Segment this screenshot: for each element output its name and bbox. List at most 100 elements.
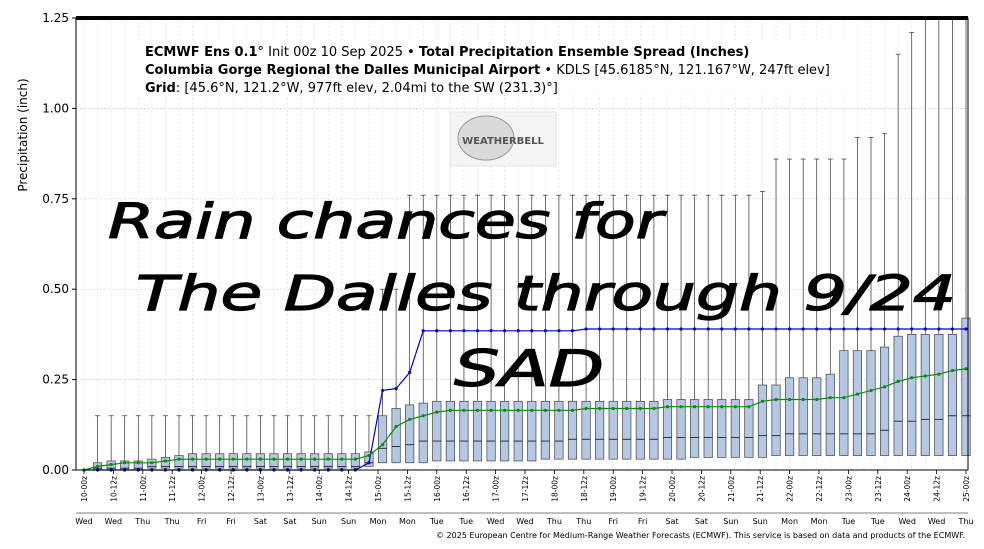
mean-point (435, 410, 439, 414)
box (215, 453, 225, 469)
day-label: Thu (164, 517, 180, 526)
box (961, 317, 971, 456)
box (160, 456, 170, 469)
day-label: Mon (370, 517, 387, 526)
logo-globe-ring (457, 115, 515, 161)
max-point (693, 327, 697, 331)
max-point (421, 329, 425, 333)
max-point (611, 327, 615, 331)
box (201, 453, 211, 469)
weatherbell-logo: WEATHERBELL (449, 111, 557, 167)
x-tick-label: 19-12z (639, 476, 648, 502)
box (744, 399, 754, 458)
max-point (598, 327, 602, 331)
day-label: Wed (487, 517, 504, 526)
day-label: Tue (458, 517, 473, 526)
title-segment: • KDLS [45.6185°N, 121.167°W, 247ft elev… (540, 63, 830, 78)
max-point (706, 327, 710, 331)
day-label: Sat (283, 517, 296, 526)
day-label: Wed (105, 517, 122, 526)
mean-point (258, 457, 262, 461)
mean-point (394, 425, 398, 429)
mean-point (652, 406, 656, 411)
box (703, 399, 713, 458)
box (500, 400, 510, 462)
x-tick-label: 21-12z (756, 476, 765, 502)
y-axis-label: Precipitation (inch) (16, 78, 30, 191)
box (472, 400, 483, 462)
day-label: Fri (197, 517, 207, 526)
mean-point (285, 457, 290, 461)
mean-point (937, 372, 941, 376)
mean-point (530, 408, 534, 412)
max-point (733, 327, 737, 331)
max-point (788, 327, 792, 331)
box (405, 404, 415, 464)
mean-point (475, 408, 480, 412)
mean-point (543, 408, 547, 412)
box (567, 400, 578, 460)
box (310, 453, 320, 469)
mean-point (204, 457, 208, 461)
box (825, 373, 835, 456)
day-label: Sun (753, 517, 768, 526)
x-tick-label: 24-12z (933, 476, 942, 502)
box (459, 400, 469, 462)
logo-text: WEATHERBELL (462, 136, 544, 147)
x-tick-label: 17-12z (521, 476, 530, 502)
max-point (964, 327, 968, 331)
box (445, 400, 455, 462)
box (771, 384, 781, 456)
x-tick-label: 20-00z (668, 476, 677, 502)
mean-point (326, 457, 330, 461)
day-label: Wed (516, 517, 533, 526)
max-point (950, 327, 955, 331)
mean-line (83, 368, 967, 471)
box (866, 350, 876, 456)
max-point (367, 461, 371, 465)
mean-point (842, 396, 846, 400)
box (785, 377, 795, 456)
day-label: Sat (695, 517, 708, 526)
x-tick-label: 12-12z (227, 476, 236, 502)
x-tick-label: 10-00z (80, 476, 89, 502)
mean-point (598, 406, 602, 411)
title-line: Grid: [45.6°N, 121.2°W, 977ft elev, 2.04… (145, 81, 558, 96)
box (798, 377, 808, 456)
mean-point (367, 453, 371, 458)
title-segment: : [45.6°N, 121.2°W, 977ft elev, 2.04mi t… (176, 81, 558, 96)
day-label: Fri (226, 517, 236, 526)
max-point (625, 327, 629, 331)
box (527, 400, 537, 462)
max-point (801, 327, 805, 331)
mean-point (570, 408, 575, 412)
mean-point (611, 406, 615, 411)
x-tick-label: 23-12z (874, 476, 883, 502)
max-point (475, 329, 480, 333)
mean-point (380, 443, 385, 447)
max-point (910, 327, 914, 331)
box (350, 453, 360, 469)
max-point (869, 327, 873, 331)
x-tick-label: 13-12z (286, 476, 295, 502)
mean-point (272, 457, 276, 461)
mean-point (828, 396, 832, 400)
day-label: Tue (841, 517, 856, 526)
max-point (516, 329, 520, 333)
box (595, 400, 605, 460)
max-point (774, 327, 778, 331)
mean-point (95, 464, 100, 468)
box (757, 384, 768, 458)
mean-point (462, 408, 466, 412)
title-line: ECMWF Ens 0.1° Init 00z 10 Sep 2025 • To… (145, 45, 749, 60)
x-tick-label: 23-00z (844, 476, 853, 502)
x-tick-label: 18-12z (580, 476, 589, 502)
box (893, 335, 903, 456)
mean-point (760, 399, 765, 403)
y-tick-label: 0.25 (42, 373, 69, 387)
box (242, 453, 252, 469)
box (676, 399, 686, 460)
max-point (720, 327, 724, 331)
x-tick-label: 16-00z (433, 476, 442, 502)
mean-point (109, 462, 113, 467)
